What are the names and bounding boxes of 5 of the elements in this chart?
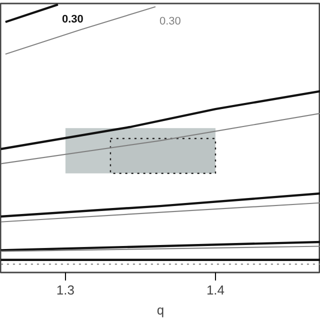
x-tick-label: 1.3 xyxy=(56,282,74,298)
series-label: 0.30 xyxy=(159,16,181,28)
x-tick-label: 1.4 xyxy=(206,282,225,298)
x-axis-title: q xyxy=(156,302,164,318)
series-label: 0.30 xyxy=(62,14,84,26)
